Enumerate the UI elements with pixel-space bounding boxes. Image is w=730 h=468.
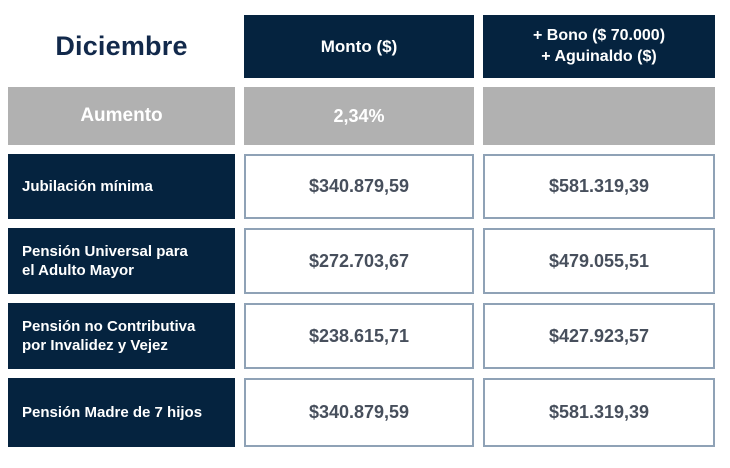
row-label-pension-universal: Pensión Universal para el Adulto Mayor xyxy=(8,228,235,294)
pension-table: Diciembre Monto ($) + Bono ($ 70.000) + … xyxy=(8,15,715,447)
column-header-monto: Monto ($) xyxy=(244,15,474,78)
value-monto-jubilacion-minima: $340.879,59 xyxy=(244,154,474,219)
aumento-label: Aumento xyxy=(8,87,235,145)
value-bono-pension-no-contributiva: $427.923,57 xyxy=(483,303,715,369)
value-monto-pension-madre-7-hijos: $340.879,59 xyxy=(244,378,474,447)
value-bono-pension-universal: $479.055,51 xyxy=(483,228,715,294)
column-header-bono-aguinaldo: + Bono ($ 70.000) + Aguinaldo ($) xyxy=(483,15,715,78)
value-bono-pension-madre-7-hijos: $581.319,39 xyxy=(483,378,715,447)
aumento-value: 2,34% xyxy=(244,87,474,145)
value-monto-pension-no-contributiva: $238.615,71 xyxy=(244,303,474,369)
row-label-pension-no-contributiva: Pensión no Contributiva por Invalidez y … xyxy=(8,303,235,369)
month-title: Diciembre xyxy=(8,15,235,78)
aumento-empty-cell xyxy=(483,87,715,145)
value-monto-pension-universal: $272.703,67 xyxy=(244,228,474,294)
value-bono-jubilacion-minima: $581.319,39 xyxy=(483,154,715,219)
row-label-jubilacion-minima: Jubilación mínima xyxy=(8,154,235,219)
row-label-pension-madre-7-hijos: Pensión Madre de 7 hijos xyxy=(8,378,235,447)
